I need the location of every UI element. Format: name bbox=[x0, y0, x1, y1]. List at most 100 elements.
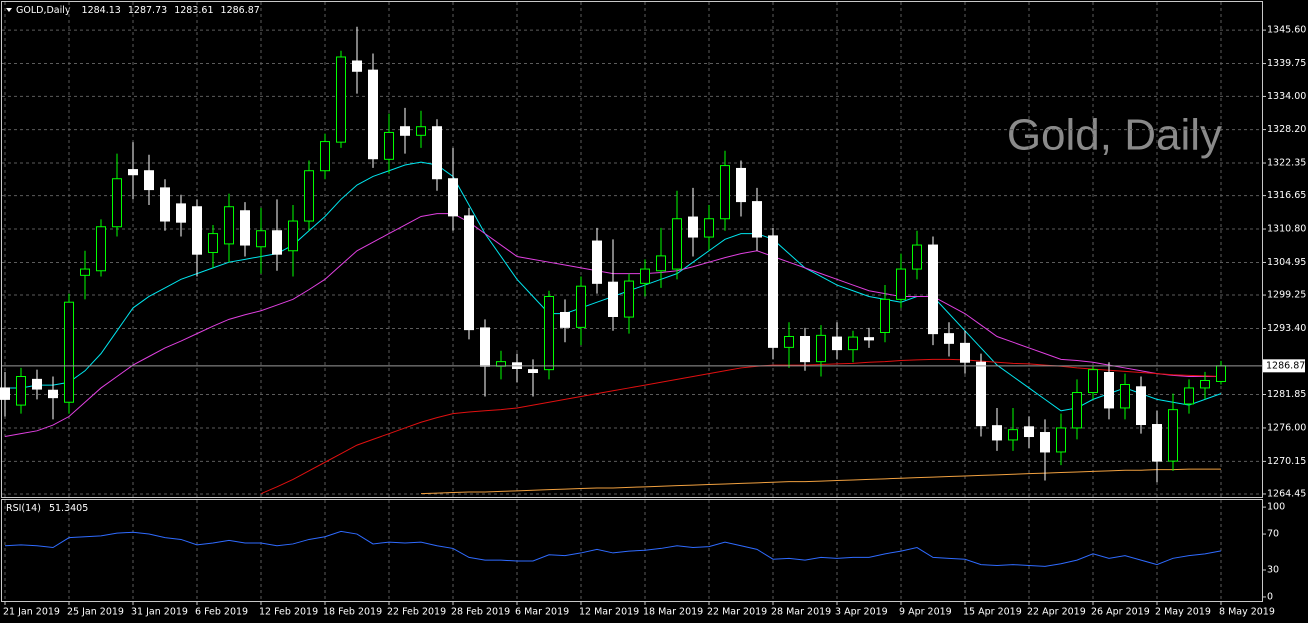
menu-arrow[interactable] bbox=[6, 8, 12, 12]
candle-body bbox=[480, 327, 490, 367]
rsi-panel-frame bbox=[1, 499, 1263, 602]
candle-body bbox=[48, 389, 58, 399]
x-tick-label: 21 Jan 2019 bbox=[3, 607, 60, 618]
candle-body bbox=[720, 165, 730, 220]
candle-body bbox=[592, 240, 602, 284]
candle-body bbox=[0, 387, 10, 400]
candle-body bbox=[736, 167, 746, 203]
candle-body bbox=[384, 131, 394, 160]
y-tick-label: 1276.00 bbox=[1267, 422, 1306, 433]
candle-body bbox=[288, 220, 298, 252]
candle-body bbox=[304, 170, 314, 222]
x-tick-label: 12 Feb 2019 bbox=[259, 607, 318, 618]
candle-body bbox=[784, 335, 794, 348]
candle-body bbox=[656, 255, 666, 272]
candle-body bbox=[992, 425, 1002, 441]
watermark: Gold, Daily bbox=[1007, 111, 1222, 160]
x-tick-label: 6 Mar 2019 bbox=[515, 607, 569, 618]
candle-body bbox=[560, 311, 570, 328]
candle-body bbox=[1024, 426, 1034, 438]
candle-body bbox=[800, 335, 810, 363]
candle-body bbox=[864, 337, 874, 341]
candle-body bbox=[256, 230, 266, 248]
candle-body bbox=[576, 285, 586, 328]
candle-body bbox=[928, 244, 938, 335]
y-tick-label: 1322.35 bbox=[1267, 158, 1306, 169]
candle-body bbox=[688, 216, 698, 238]
main-panel-frame bbox=[1, 1, 1263, 498]
candle-body bbox=[1168, 409, 1178, 462]
candle-body bbox=[128, 169, 138, 176]
y-tick-label: 1328.20 bbox=[1267, 124, 1306, 135]
candle-body bbox=[160, 187, 170, 222]
candle-body bbox=[400, 126, 410, 136]
candle-body bbox=[1152, 424, 1162, 462]
candle-body bbox=[1184, 387, 1194, 405]
x-tick-label: 2 May 2019 bbox=[1155, 607, 1211, 618]
candle-body bbox=[1216, 365, 1226, 382]
current-price-tag bbox=[1263, 359, 1305, 373]
y-tick-label: 0 bbox=[1267, 591, 1273, 602]
candle-body bbox=[1200, 380, 1210, 389]
candle-body bbox=[1056, 427, 1066, 453]
y-tick-label: 1310.80 bbox=[1267, 224, 1306, 235]
candle-body bbox=[352, 60, 362, 72]
candle-body bbox=[64, 301, 74, 403]
x-tick-label: 22 Mar 2019 bbox=[707, 607, 767, 618]
x-tick-label: 28 Mar 2019 bbox=[771, 607, 831, 618]
candle-body bbox=[112, 178, 122, 228]
candle-body bbox=[528, 369, 538, 374]
candle-body bbox=[368, 69, 378, 160]
y-tick-label: 1299.25 bbox=[1267, 290, 1306, 301]
candle-body bbox=[880, 298, 890, 333]
candle-body bbox=[272, 230, 282, 255]
x-tick-label: 8 May 2019 bbox=[1219, 607, 1275, 618]
candle-body bbox=[608, 281, 618, 317]
x-tick-label: 9 Apr 2019 bbox=[899, 607, 952, 618]
x-tick-label: 15 Apr 2019 bbox=[963, 607, 1022, 618]
candle-body bbox=[768, 235, 778, 348]
y-tick-label: 1264.45 bbox=[1267, 488, 1306, 499]
x-tick-label: 25 Jan 2019 bbox=[67, 607, 124, 618]
candle-body bbox=[848, 336, 858, 351]
candle-body bbox=[624, 280, 634, 318]
candle-body bbox=[944, 333, 954, 344]
candle-body bbox=[976, 361, 986, 427]
candle-body bbox=[1072, 392, 1082, 429]
candle-body bbox=[1120, 384, 1130, 409]
current-price-label: 1286.87 bbox=[1266, 360, 1305, 371]
y-tick-label: 1270.15 bbox=[1267, 456, 1306, 467]
y-tick-label: 70 bbox=[1267, 529, 1279, 540]
moving-average-line bbox=[420, 468, 1221, 495]
candle-body bbox=[896, 268, 906, 300]
candle-body bbox=[432, 126, 442, 180]
candle-body bbox=[960, 342, 970, 363]
candle-body bbox=[416, 126, 426, 136]
candle-body bbox=[832, 336, 842, 351]
x-tick-label: 18 Feb 2019 bbox=[323, 607, 382, 618]
candle-body bbox=[192, 206, 202, 255]
candle-body bbox=[176, 203, 186, 223]
y-tick-label: 1339.75 bbox=[1267, 58, 1306, 69]
y-tick-label: 1304.95 bbox=[1267, 257, 1306, 268]
x-tick-label: 3 Apr 2019 bbox=[835, 607, 888, 618]
x-tick-label: 22 Feb 2019 bbox=[387, 607, 446, 618]
x-tick-label: 12 Mar 2019 bbox=[579, 607, 639, 618]
candle-body bbox=[1008, 429, 1018, 441]
candle-body bbox=[640, 268, 650, 284]
y-tick-label: 1345.60 bbox=[1267, 25, 1306, 36]
header: GOLD,Daily 1284.13 1287.73 1283.61 1286.… bbox=[16, 5, 260, 16]
x-tick-label: 28 Feb 2019 bbox=[451, 607, 510, 618]
x-tick-label: 6 Feb 2019 bbox=[195, 607, 248, 618]
x-tick-label: 22 Apr 2019 bbox=[1027, 607, 1086, 618]
candle-body bbox=[1088, 369, 1098, 394]
candle-body bbox=[32, 378, 42, 390]
rsi-line bbox=[4, 530, 1222, 567]
candle-body bbox=[16, 376, 26, 406]
candle-body bbox=[464, 215, 474, 331]
candle-body bbox=[144, 170, 154, 191]
candle-body bbox=[336, 56, 346, 143]
y-tick-label: 1316.65 bbox=[1267, 190, 1306, 201]
